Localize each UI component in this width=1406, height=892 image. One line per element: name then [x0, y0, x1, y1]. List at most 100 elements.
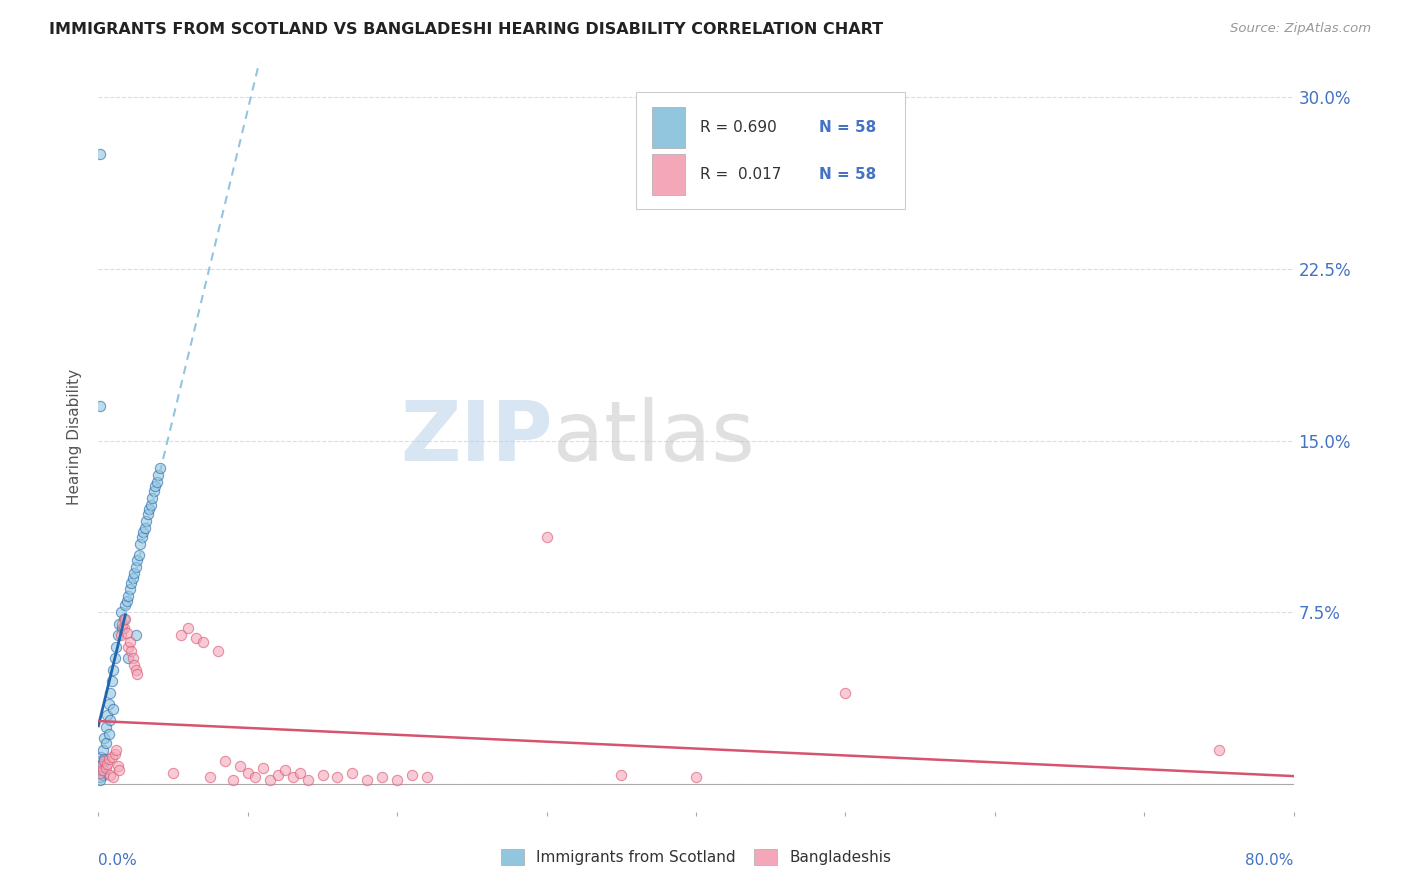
Point: [90, 759, 112, 773]
Point: [1208, 743, 1230, 757]
Point: [111, 621, 134, 635]
Point: [112, 621, 135, 635]
Point: [104, 651, 127, 665]
Point: [107, 759, 129, 773]
Point: [125, 559, 148, 574]
Point: [127, 667, 149, 681]
Point: [149, 461, 172, 475]
FancyBboxPatch shape: [652, 107, 685, 148]
Point: [139, 498, 162, 512]
Text: atlas: atlas: [553, 397, 754, 477]
Point: [236, 765, 259, 780]
Point: [97, 697, 120, 711]
Point: [120, 644, 142, 658]
Point: [101, 674, 124, 689]
Point: [342, 765, 364, 780]
Text: N = 58: N = 58: [820, 168, 876, 182]
Point: [108, 764, 131, 778]
Point: [91, 743, 114, 757]
Point: [281, 770, 304, 784]
Point: [114, 612, 136, 626]
Point: [115, 626, 138, 640]
Point: [191, 635, 214, 649]
Point: [200, 770, 222, 784]
Legend: Immigrants from Scotland, Bangladeshis: Immigrants from Scotland, Bangladeshis: [495, 843, 897, 871]
Point: [385, 772, 409, 787]
Point: [98, 713, 122, 727]
Point: [97, 727, 120, 741]
Point: [371, 770, 394, 784]
Point: [222, 772, 245, 787]
Point: [89, 772, 111, 787]
Point: [89, 399, 111, 413]
Point: [274, 764, 297, 778]
Point: [252, 761, 274, 775]
Point: [129, 536, 152, 550]
Point: [93, 752, 115, 766]
Text: ZIP: ZIP: [401, 397, 553, 477]
Point: [685, 770, 707, 784]
Point: [834, 685, 856, 699]
Text: 0.0%: 0.0%: [98, 853, 138, 868]
Point: [162, 765, 184, 780]
Point: [311, 768, 333, 782]
Point: [131, 530, 153, 544]
Point: [177, 621, 200, 635]
Point: [89, 765, 111, 780]
Point: [184, 631, 207, 645]
Point: [136, 507, 159, 521]
Point: [115, 594, 138, 608]
Point: [114, 599, 136, 613]
Point: [91, 768, 114, 782]
Point: [229, 759, 252, 773]
Point: [90, 759, 112, 773]
Point: [288, 765, 311, 780]
Point: [112, 612, 135, 626]
Point: [127, 552, 149, 566]
Point: [101, 749, 124, 764]
Point: [245, 770, 267, 784]
Point: [110, 606, 132, 620]
Point: [143, 479, 166, 493]
Point: [117, 640, 139, 654]
Point: [103, 770, 125, 784]
Y-axis label: Hearing Disability: Hearing Disability: [67, 369, 83, 505]
Point: [90, 764, 112, 778]
FancyBboxPatch shape: [637, 93, 905, 209]
Point: [326, 770, 349, 784]
Point: [89, 754, 111, 768]
Point: [105, 640, 128, 654]
Point: [121, 571, 143, 585]
Point: [356, 772, 378, 787]
Point: [117, 590, 139, 604]
FancyBboxPatch shape: [652, 154, 685, 195]
Point: [124, 566, 146, 581]
Point: [103, 663, 125, 677]
Point: [120, 575, 142, 590]
Point: [214, 754, 236, 768]
Point: [90, 749, 112, 764]
Point: [94, 761, 117, 775]
Text: N = 58: N = 58: [820, 120, 876, 135]
Text: 80.0%: 80.0%: [1246, 853, 1294, 868]
Point: [93, 731, 115, 746]
Point: [103, 701, 125, 715]
Point: [117, 651, 139, 665]
Point: [91, 764, 114, 778]
Text: Source: ZipAtlas.com: Source: ZipAtlas.com: [1230, 22, 1371, 36]
Point: [91, 756, 114, 771]
Point: [104, 747, 127, 762]
Point: [128, 548, 150, 562]
Point: [89, 765, 111, 780]
Point: [141, 491, 163, 505]
Point: [125, 628, 148, 642]
Point: [297, 772, 319, 787]
Point: [94, 736, 117, 750]
Point: [105, 743, 128, 757]
Point: [610, 768, 633, 782]
Point: [125, 663, 148, 677]
Point: [94, 720, 117, 734]
Point: [169, 628, 191, 642]
Text: R =  0.017: R = 0.017: [700, 168, 780, 182]
Point: [96, 756, 118, 771]
